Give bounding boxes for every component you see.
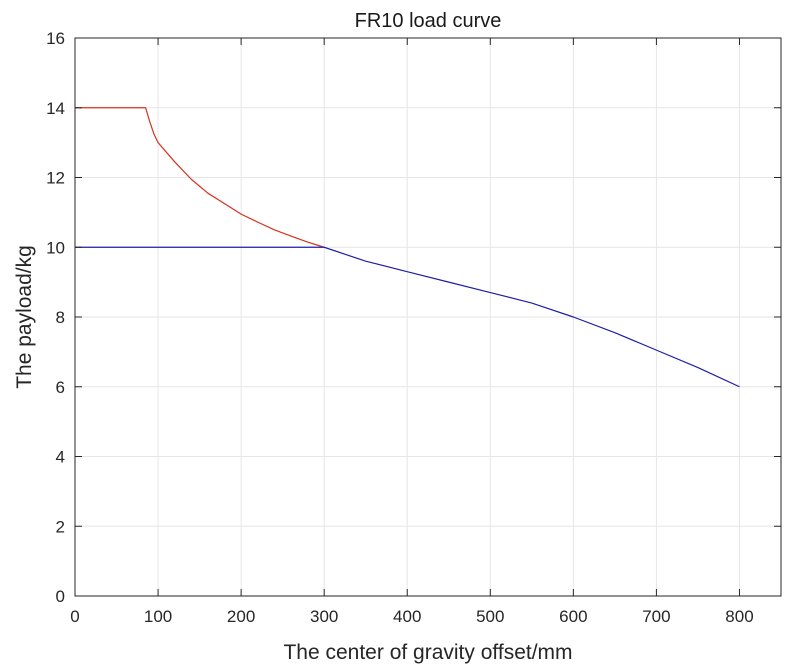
y-tick-label: 0 [56, 587, 65, 606]
y-tick-label: 10 [46, 238, 65, 257]
x-tick-label: 200 [227, 607, 255, 626]
chart-title: FR10 load curve [355, 10, 502, 32]
x-tick-label: 500 [476, 607, 504, 626]
y-tick-label: 14 [46, 99, 65, 118]
x-tick-label: 100 [144, 607, 172, 626]
x-tick-label: 700 [642, 607, 670, 626]
y-tick-label: 2 [56, 517, 65, 536]
y-tick-label: 8 [56, 308, 65, 327]
x-tick-label: 800 [725, 607, 753, 626]
x-tick-label: 600 [559, 607, 587, 626]
x-ticks: 0 100 200 300 400 500 600 700 800 [70, 38, 754, 626]
x-tick-label: 400 [393, 607, 421, 626]
x-axis-label: The center of gravity offset/mm [283, 641, 572, 664]
y-tick-label: 4 [56, 448, 65, 467]
y-tick-label: 16 [46, 29, 65, 48]
series-line-red [75, 107, 325, 248]
series-group [75, 107, 740, 388]
y-tick-label: 6 [56, 378, 65, 397]
x-tick-label: 0 [70, 607, 79, 626]
series-line-blue [75, 246, 740, 388]
y-axis-label: The payload/kg [13, 245, 36, 389]
y-ticks: 0 2 4 6 8 10 12 14 16 [46, 29, 781, 606]
y-tick-label: 12 [46, 169, 65, 188]
x-tick-label: 300 [310, 607, 338, 626]
